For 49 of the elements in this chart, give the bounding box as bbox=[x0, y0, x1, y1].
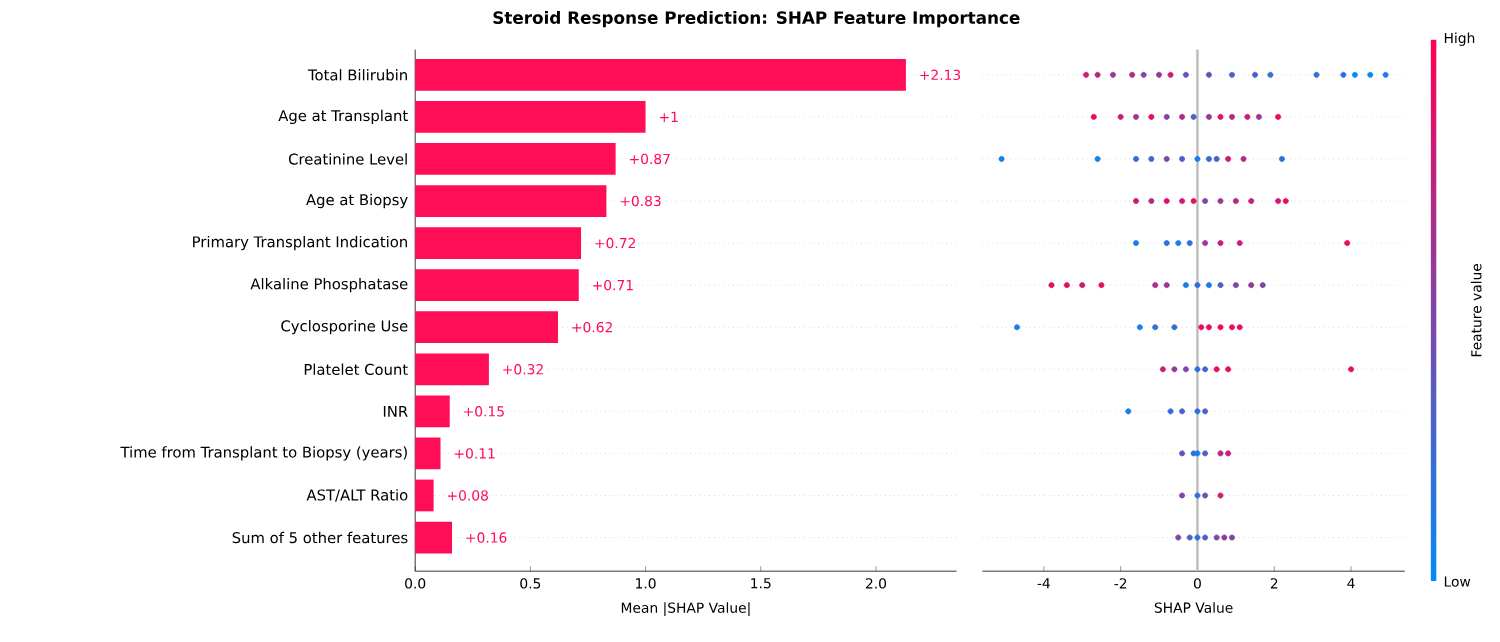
point bbox=[1179, 450, 1186, 457]
point bbox=[1236, 323, 1243, 330]
point bbox=[1163, 281, 1170, 288]
point bbox=[1171, 323, 1178, 330]
point bbox=[1205, 71, 1212, 78]
point bbox=[1202, 492, 1209, 499]
point bbox=[1213, 534, 1220, 541]
point bbox=[1240, 155, 1247, 162]
point bbox=[1133, 155, 1139, 162]
point bbox=[1221, 534, 1228, 541]
point bbox=[1194, 408, 1201, 415]
bar bbox=[415, 184, 607, 217]
bar bbox=[415, 437, 441, 469]
point bbox=[1367, 71, 1374, 78]
point bbox=[1125, 408, 1132, 415]
point bbox=[1194, 492, 1201, 499]
point bbox=[1163, 155, 1170, 162]
bar bbox=[415, 353, 489, 385]
point bbox=[1217, 113, 1224, 120]
point bbox=[1167, 408, 1174, 415]
bar bbox=[415, 142, 616, 175]
point bbox=[1163, 113, 1170, 120]
point bbox=[1340, 71, 1347, 78]
point bbox=[1194, 534, 1201, 541]
bar bbox=[415, 100, 646, 133]
point bbox=[1382, 71, 1389, 78]
point bbox=[1152, 323, 1159, 330]
point bbox=[1194, 366, 1201, 372]
bar bbox=[415, 479, 434, 512]
point bbox=[1182, 71, 1189, 78]
point bbox=[1229, 323, 1235, 330]
point bbox=[1140, 71, 1147, 78]
bar bbox=[415, 226, 582, 259]
point bbox=[1156, 71, 1163, 78]
bar bbox=[415, 395, 450, 427]
point bbox=[1351, 71, 1358, 78]
point bbox=[1186, 239, 1193, 246]
chart-title: Steroid Response Prediction: SHAP Feature Importance bbox=[493, 10, 1020, 27]
point bbox=[1013, 323, 1020, 330]
point bbox=[1348, 366, 1355, 372]
bar bbox=[415, 521, 453, 554]
point bbox=[998, 155, 1005, 162]
point bbox=[1133, 239, 1139, 246]
bar bbox=[415, 268, 579, 301]
point bbox=[1163, 239, 1170, 246]
point bbox=[1217, 323, 1224, 330]
bar bbox=[415, 58, 906, 91]
point bbox=[1344, 239, 1351, 246]
bar bbox=[415, 311, 559, 343]
